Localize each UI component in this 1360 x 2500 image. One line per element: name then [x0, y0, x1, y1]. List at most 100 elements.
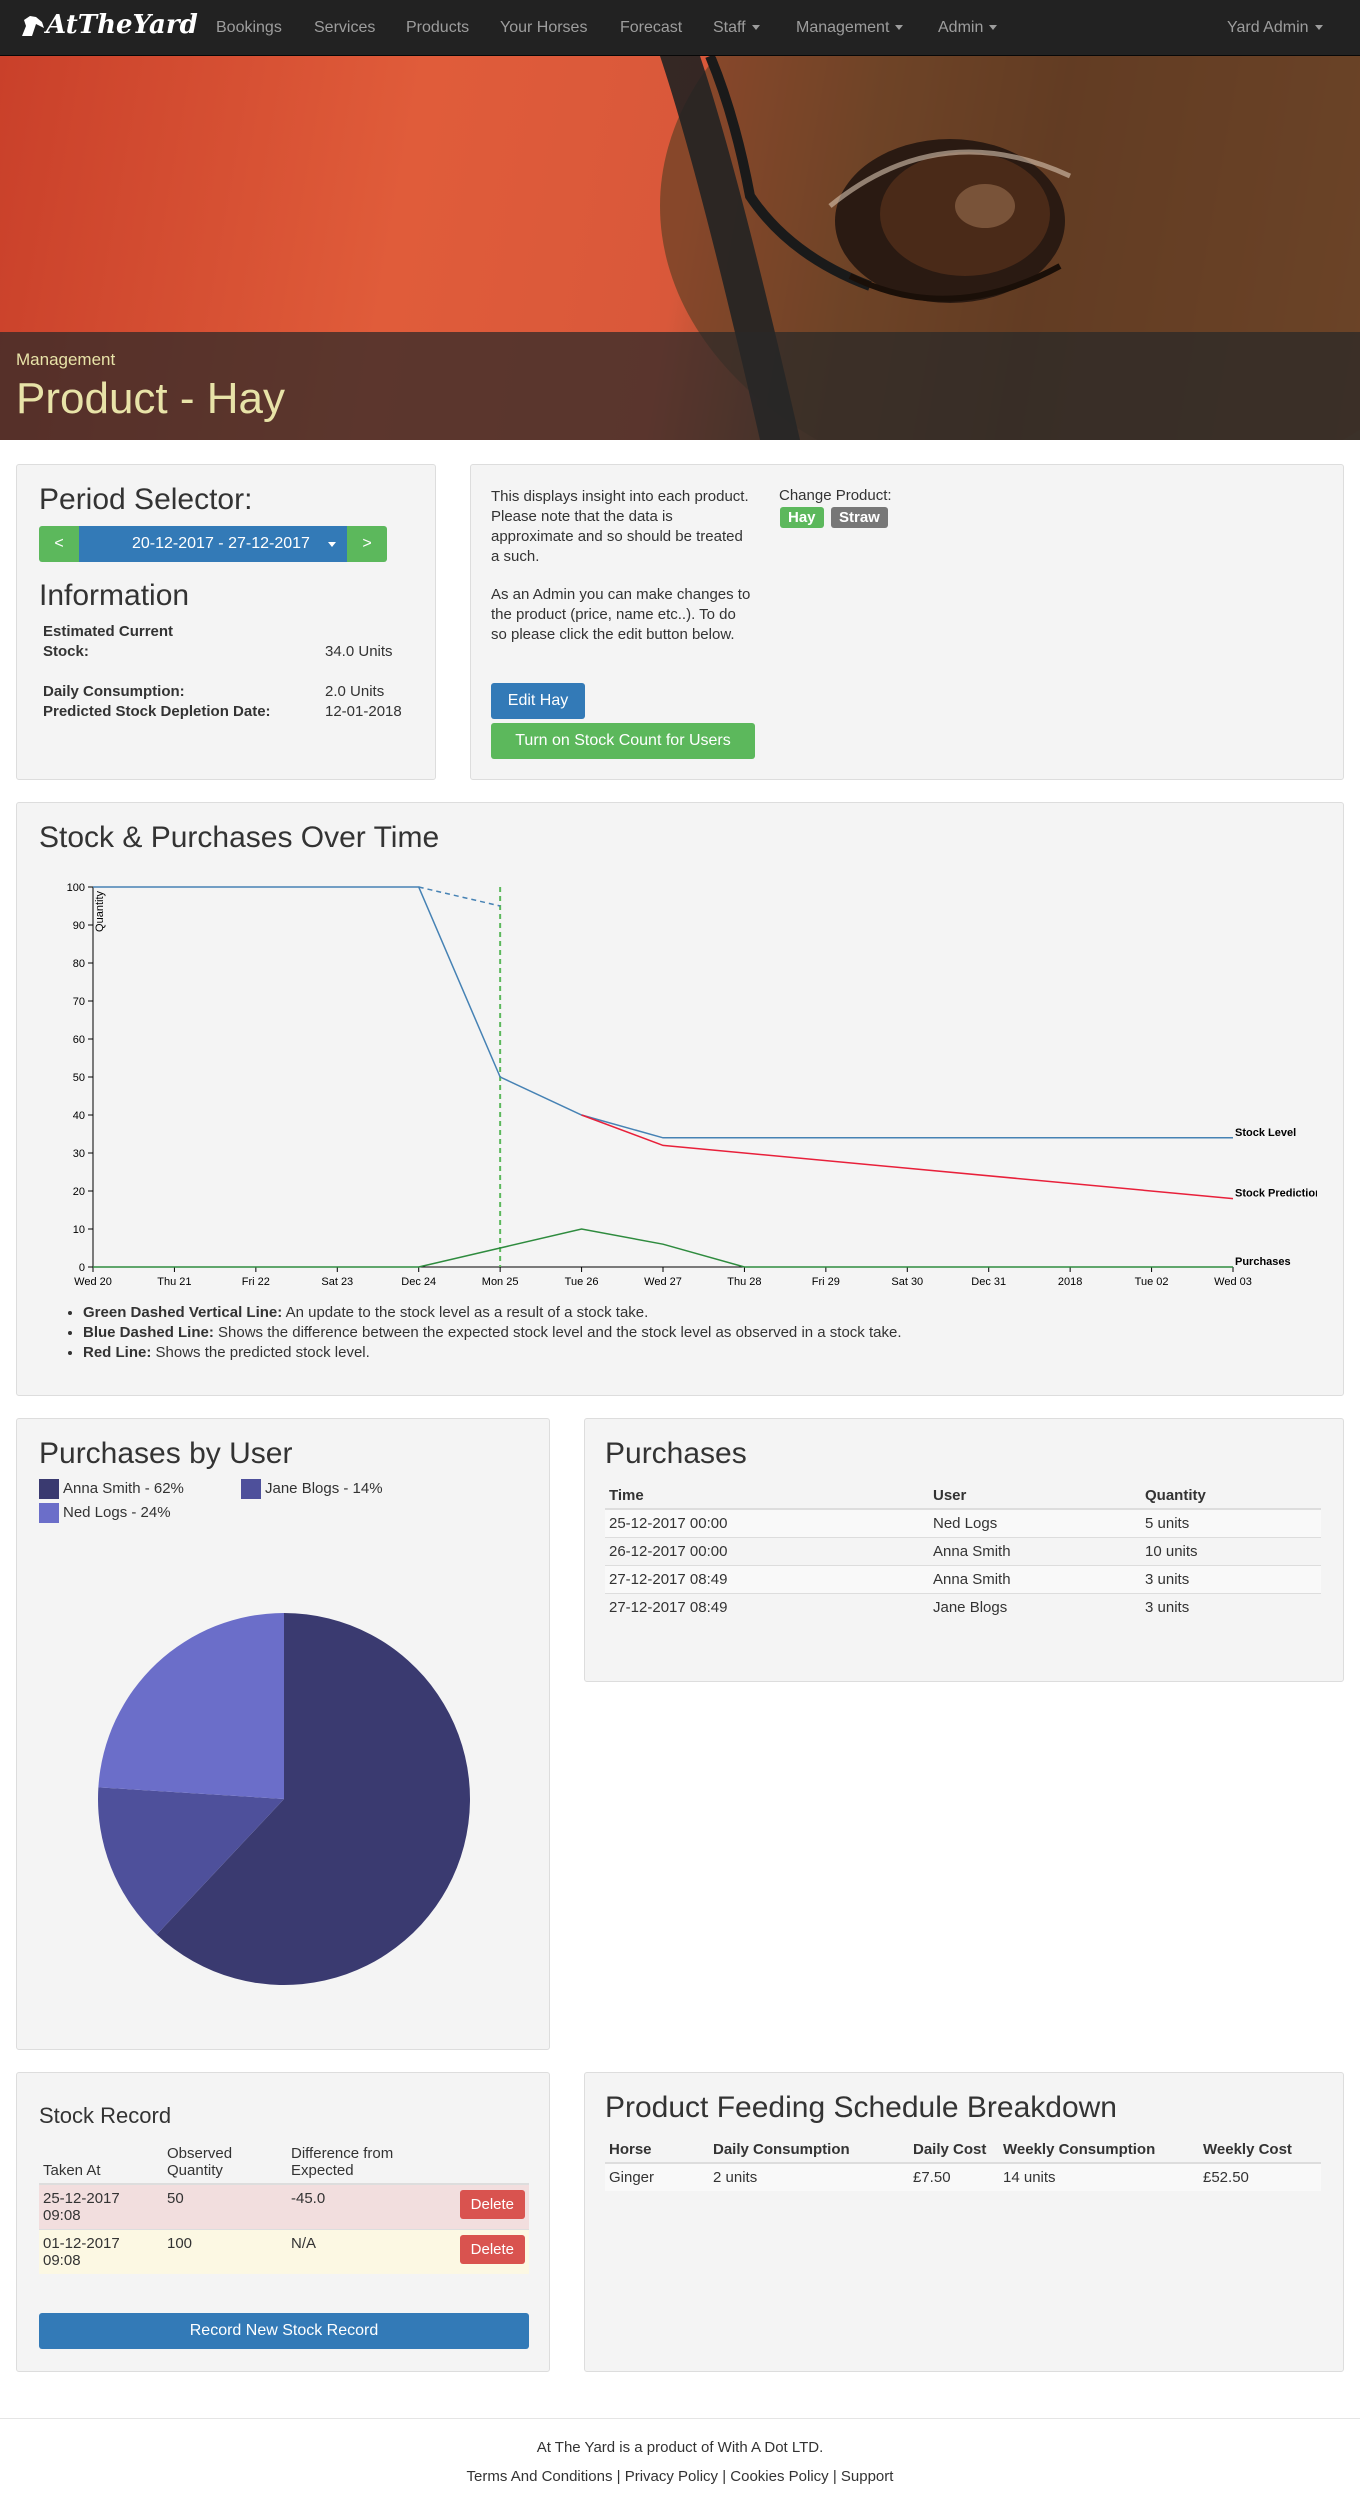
nav-management-dropdown[interactable]: Management [796, 19, 904, 37]
nav-products[interactable]: Products [406, 19, 470, 36]
nav-services[interactable]: Services [314, 19, 376, 36]
table-cell: Ginger [605, 2162, 709, 2191]
x-tick-label: Dec 24 [401, 1276, 436, 1288]
period-range-dropdown[interactable]: 20-12-2017 - 27-12-2017 [79, 526, 347, 562]
y-tick-label: 10 [73, 1224, 85, 1236]
navbar: AtTheYard Bookings Services Products You… [0, 0, 1360, 56]
x-tick-label: Wed 20 [74, 1276, 112, 1288]
nav-bookings[interactable]: Bookings [216, 19, 282, 36]
purchases-heading: Purchases [605, 1437, 747, 1470]
nav-admin-dropdown[interactable]: Admin [938, 19, 998, 37]
footer-links: Terms And Conditions | Privacy Policy | … [466, 2468, 894, 2485]
footer: At The Yard is a product of With A Dot L… [0, 2418, 1360, 2485]
caret-down-icon [895, 25, 904, 31]
stock-record-table: Taken At Observed Quantity Difference fr… [39, 2141, 529, 2274]
y-tick-label: 30 [73, 1148, 85, 1160]
edit-product-button[interactable]: Edit Hay [491, 683, 585, 719]
table-row: 26-12-2017 00:00 Anna Smith 10 units [605, 1537, 1321, 1566]
y-tick-label: 20 [73, 1186, 85, 1198]
y-tick-label: 60 [73, 1034, 85, 1046]
admin-description: As an Admin you can make changes to the … [491, 586, 751, 643]
product-badge-hay[interactable]: Hay [780, 507, 824, 528]
caret-down-icon [328, 542, 336, 547]
chart-note: Red Line: Shows the predicted stock leve… [83, 1343, 902, 1363]
y-tick-label: 0 [79, 1262, 85, 1274]
page-title: Product - Hay [16, 374, 285, 423]
y-tick-label: 40 [73, 1110, 85, 1122]
stock-count-toggle-button[interactable]: Turn on Stock Count for Users [491, 723, 755, 759]
footer-privacy-link[interactable]: Privacy Policy [624, 2468, 719, 2485]
period-prev-button[interactable]: < [39, 526, 79, 562]
estimated-stock-value: 34.0 Units [325, 643, 393, 660]
hero-banner: Management Product - Hay [0, 56, 1360, 440]
x-tick-label: Sat 30 [891, 1276, 923, 1288]
period-range-label: 20-12-2017 - 27-12-2017 [132, 535, 310, 552]
nav-your-horses[interactable]: Your Horses [500, 19, 588, 36]
table-cell: Jane Blogs [929, 1593, 1141, 1621]
caret-down-icon [1314, 25, 1323, 31]
column-header: Quantity [1141, 1483, 1321, 1510]
legend-label: Anna Smith - 62% [63, 1479, 184, 1497]
chart-note-title: Blue Dashed Line: [83, 1324, 214, 1341]
period-selector-heading: Period Selector: [39, 483, 253, 516]
horse-icon [22, 16, 44, 36]
x-tick-label: Fri 22 [242, 1276, 270, 1288]
chart-notes-list: Green Dashed Vertical Line: An update to… [83, 1303, 902, 1363]
brand-logo[interactable]: AtTheYard [20, 10, 198, 40]
chart-note-title: Green Dashed Vertical Line: [83, 1304, 283, 1321]
pie-legend-item: Ned Logs - 24% [39, 1503, 171, 1523]
insight-description: This displays insight into each product.… [491, 488, 749, 565]
delete-record-button[interactable]: Delete [459, 2190, 525, 2219]
table-cell: £7.50 [909, 2162, 999, 2191]
x-tick-label: Thu 21 [157, 1276, 191, 1288]
table-cell: Anna Smith [929, 1537, 1141, 1566]
purchases-pie-chart [98, 1613, 470, 1985]
nav-staff-dropdown[interactable]: Staff [713, 19, 760, 37]
nav-forecast[interactable]: Forecast [620, 19, 683, 36]
stock-level-line [93, 886, 1233, 1139]
record-new-stock-button[interactable]: Record New Stock Record [39, 2313, 529, 2349]
stock-record-panel: Stock Record Taken At Observed Quantity … [16, 2072, 550, 2372]
stock-chart-panel: Stock & Purchases Over Time 0 10 20 30 40 50 6… [16, 802, 1344, 1396]
footer-cookies-link[interactable]: Cookies Policy [730, 2468, 829, 2485]
legend-label: Ned Logs - 24% [63, 1503, 171, 1521]
daily-consumption-value: 2.0 Units [325, 683, 385, 700]
pie-slice-ned-logs [98, 1613, 284, 1799]
period-next-button[interactable]: > [347, 526, 387, 562]
footer-terms-link[interactable]: Terms And Conditions [466, 2468, 613, 2485]
stock-record-heading: Stock Record [39, 2103, 172, 2128]
nav-admin-label: Admin [938, 19, 984, 36]
y-tick-label: 100 [67, 882, 85, 894]
period-info-panel: Period Selector: < 20-12-2017 - 27-12-20… [16, 464, 436, 780]
table-cell: 3 units [1141, 1593, 1321, 1621]
hero-caption-band [0, 332, 1360, 440]
daily-consumption-label: Daily Consumption: [43, 683, 185, 700]
table-row: Ginger 2 units £7.50 14 units £52.50 [605, 2162, 1321, 2191]
delete-record-button[interactable]: Delete [459, 2235, 525, 2264]
column-header: Weekly Cost [1199, 2137, 1321, 2164]
x-tick-label: Fri 29 [812, 1276, 840, 1288]
x-tick-label: Wed 03 [1214, 1276, 1252, 1288]
legend-swatch [39, 1503, 59, 1523]
table-cell: 27-12-2017 08:49 [605, 1593, 929, 1621]
pie-slice-anna-smith [156, 1613, 470, 1985]
footer-brand-link[interactable]: At The Yard [536, 2439, 616, 2456]
stock-record-row: 01-12-2017 09:08 100 N/A Delete [39, 2229, 529, 2274]
purchases-panel: Purchases Time User Quantity 25-12-2017 … [584, 1418, 1344, 1682]
stock-prediction-line [581, 1114, 1234, 1200]
nav-staff-label: Staff [713, 19, 746, 36]
x-tick-label: Tue 02 [1135, 1276, 1169, 1288]
table-cell: 10 units [1141, 1537, 1321, 1566]
column-header: Taken At [39, 2141, 163, 2185]
nav-user-label: Yard Admin [1227, 19, 1309, 36]
x-tick-label: Thu 28 [727, 1276, 761, 1288]
table-cell: Anna Smith [929, 1565, 1141, 1594]
column-header-actions [447, 2141, 529, 2185]
table-cell: 3 units [1141, 1565, 1321, 1594]
pie-legend-item: Anna Smith - 62% [39, 1479, 184, 1499]
column-header: Time [605, 1483, 929, 1510]
x-tick-label: Dec 31 [971, 1276, 1006, 1288]
product-badge-straw[interactable]: Straw [831, 507, 888, 528]
nav-user-dropdown[interactable]: Yard Admin [1227, 19, 1323, 37]
footer-support-link[interactable]: Support [840, 2468, 894, 2485]
